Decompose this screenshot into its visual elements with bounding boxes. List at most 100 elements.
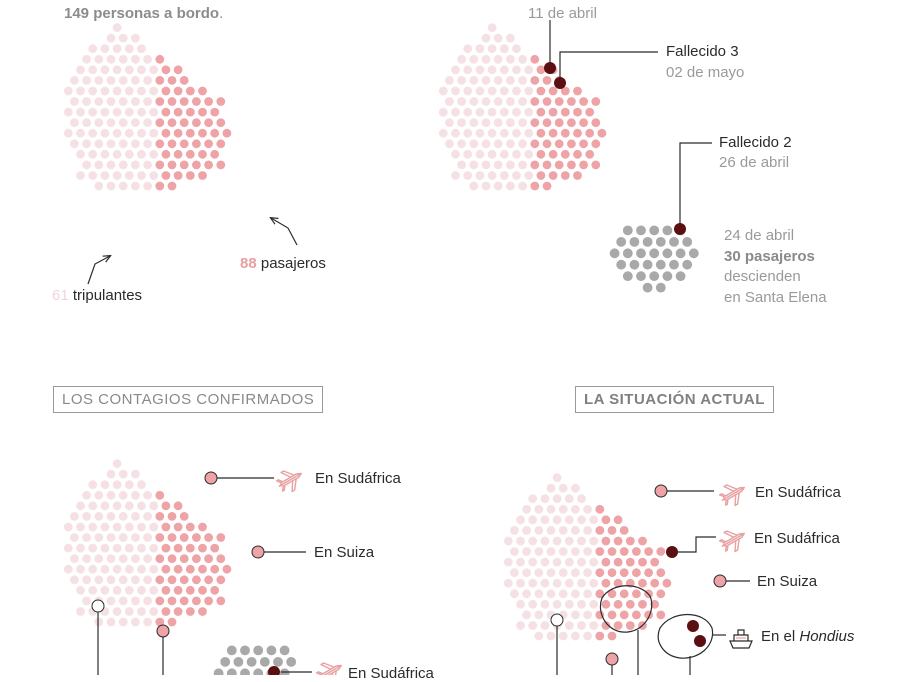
passenger-dot-p3-57: [192, 533, 201, 542]
passenger-dot-p2-46: [573, 86, 582, 96]
crew-dot-p2-16: [451, 65, 460, 75]
passenger-dot-p1-110: [192, 139, 201, 149]
passenger-dot-p3-135: [204, 596, 214, 606]
passenger-dot-p3-136: [216, 596, 226, 606]
plane-icon-p3-1: [275, 470, 302, 493]
crew-dot-p2-101: [457, 139, 466, 149]
crew-dot-p2-115: [475, 149, 485, 159]
crew-dot-p4-5: [540, 494, 550, 504]
crew-dot-p4-40: [564, 536, 574, 546]
crew-dot-p3-150: [118, 617, 128, 627]
passenger-dot-p4-80: [595, 568, 605, 578]
infected-dot-p4-passenger: [605, 652, 619, 666]
crew-dot-p4-27: [534, 526, 544, 535]
crew-dot-p3-27: [94, 512, 104, 521]
crew-dot-p4-100: [510, 589, 519, 599]
passenger-dot-p3-46: [198, 522, 207, 532]
crew-dot-p1-115: [100, 149, 110, 159]
passenger-dot-p3-147: [198, 607, 207, 616]
passenger-dot-p1-84: [204, 118, 214, 128]
crew-dot-p4-88: [528, 578, 538, 588]
crew-dot-p1-86: [63, 128, 73, 138]
crew-dot-p3-130: [143, 596, 153, 606]
passenger-dot-p3-84: [204, 554, 214, 564]
crew-dot-p3-31: [143, 512, 153, 521]
crew-dot-p4-149: [546, 631, 556, 641]
crew-dot-p3-39: [112, 522, 122, 532]
crew-dot-p2-118: [512, 149, 521, 159]
crew-dot-p2-62: [463, 107, 473, 117]
crew-dot-p3-38: [100, 522, 110, 532]
crew-dot-p2-61: [451, 107, 460, 117]
passenger-dot-p4-84: [644, 568, 653, 578]
disembarked-dot-p3-12: [226, 668, 237, 675]
passenger-dot-p3-85: [216, 554, 226, 564]
disembarked-dot-15: [662, 248, 673, 259]
crew-dot-p2-100: [445, 139, 454, 149]
crew-dot-p3-119: [149, 585, 159, 595]
crew-dot-p2-138: [463, 171, 473, 180]
crew-dot-p3-18: [100, 501, 110, 511]
passenger-dot-p2-133: [554, 160, 564, 170]
crew-dot-p3-14: [143, 490, 153, 500]
passenger-dot-p3-59: [216, 533, 226, 542]
disembarked-dot-p3-6: [233, 657, 244, 667]
crew-dot-p2-141: [499, 171, 509, 180]
crew-dot-p1-49: [94, 97, 104, 106]
passenger-dot-p3-154: [167, 617, 177, 627]
crew-dot-p4-151: [571, 631, 580, 641]
passenger-dot-p3-43: [161, 522, 171, 532]
crew-dot-p2-103: [481, 139, 491, 149]
crew-dot-p4-53: [583, 547, 592, 556]
dot-clusters: [63, 23, 699, 675]
crew-dot-p3-91: [124, 564, 134, 574]
crew-dot-p3-20: [124, 501, 134, 511]
crew-dot-p2-48: [457, 97, 466, 106]
passenger-dot-p3-98: [210, 564, 220, 574]
crew-dot-p1-50: [106, 97, 116, 106]
crew-dot-p3-35: [63, 522, 73, 532]
crew-dot-p4-19: [552, 515, 562, 525]
crew-dot-p1-20: [124, 65, 134, 75]
crew-dot-p3-77: [118, 554, 128, 564]
passenger-dot-p2-154: [542, 181, 552, 191]
passenger-dot-p3-68: [161, 543, 171, 553]
crew-dot-p2-128: [493, 160, 503, 170]
passenger-dot-p3-23: [161, 501, 171, 511]
passenger-dot-p2-80: [530, 118, 540, 128]
disembarked-dot-17: [688, 248, 699, 259]
passenger-dot-p2-45: [560, 86, 570, 96]
crew-dot-p3-53: [143, 533, 153, 542]
crew-dot-p3-0: [112, 459, 122, 468]
crew-dot-p2-152: [518, 181, 527, 191]
passenger-dot-p1-45: [185, 86, 195, 96]
crew-dot-p4-152: [583, 631, 592, 641]
crew-dot-p4-130: [583, 610, 592, 620]
hondius-prefix: En el: [761, 628, 800, 645]
passenger-dot-p3-94: [161, 564, 171, 574]
crew-dot-p3-63: [100, 543, 110, 553]
crew-dot-p2-114: [463, 149, 473, 159]
highlighted-dots: [91, 62, 727, 675]
crew-dot-p4-4: [528, 494, 538, 504]
crew-dot-p2-75: [469, 118, 479, 128]
crew-dot-p3-88: [88, 564, 98, 574]
passenger-dot-p2-107: [530, 139, 540, 149]
crew-dot-p1-9: [82, 54, 91, 64]
plane-icon-p4-1: [718, 484, 745, 507]
crew-dot-p4-90: [552, 578, 562, 588]
crew-dot-p2-42: [524, 86, 534, 96]
crew-dot-p1-62: [88, 107, 98, 117]
passenger-dot-p1-33: [167, 76, 177, 85]
crew-dot-p4-18: [540, 515, 550, 525]
crew-dot-p4-77: [558, 568, 568, 578]
passenger-dot-p3-99: [222, 564, 232, 574]
crew-dot-p1-3: [131, 33, 140, 43]
panel3-label-suiza: En Suiza: [314, 544, 375, 561]
crew-dot-p2-13: [506, 54, 515, 64]
passenger-dot-p2-85: [591, 118, 601, 128]
passenger-dot-p1-122: [185, 149, 195, 159]
crew-dot-p1-139: [100, 171, 110, 180]
passenger-dot-p3-56: [179, 533, 189, 542]
crew-dot-p3-2: [118, 469, 128, 479]
